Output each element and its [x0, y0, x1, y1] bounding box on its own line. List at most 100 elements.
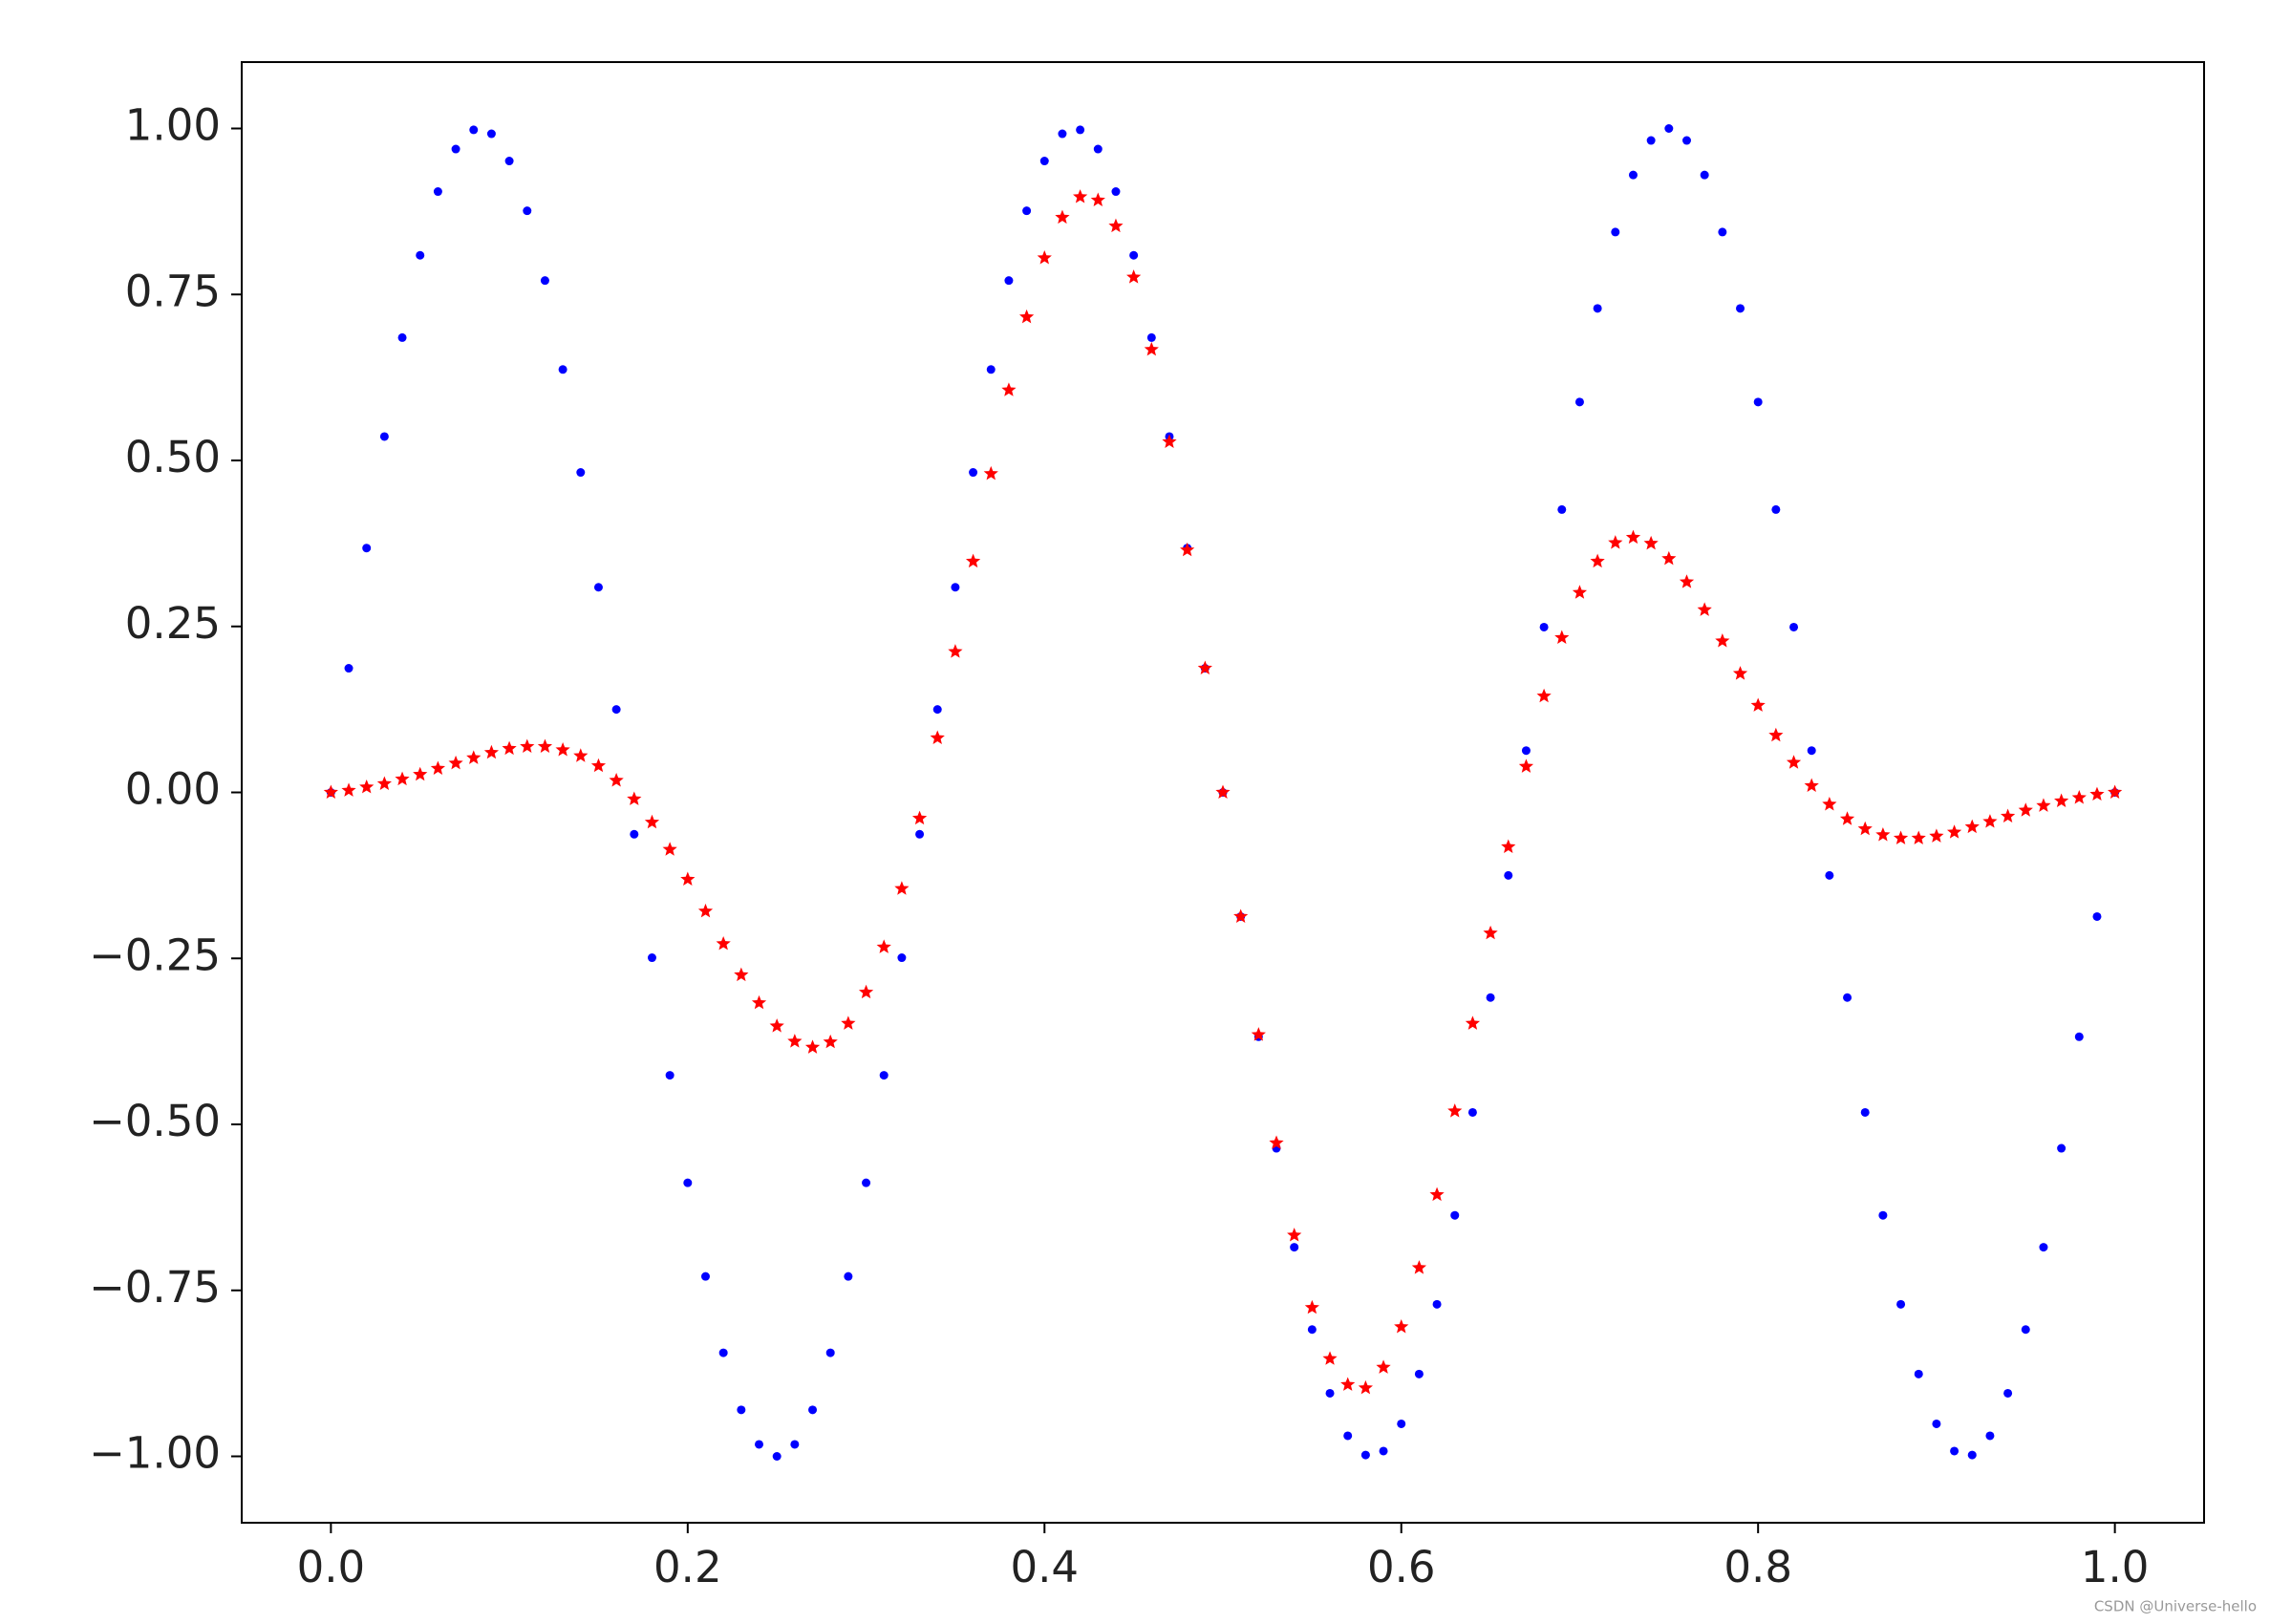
point [1768, 727, 1784, 742]
point [1608, 535, 1623, 549]
point [2071, 790, 2087, 804]
point [2000, 808, 2016, 823]
point [1269, 1135, 1284, 1149]
point [466, 750, 482, 764]
point [1700, 170, 1709, 180]
point [1144, 341, 1159, 356]
point [930, 730, 945, 744]
point [665, 1071, 675, 1080]
point [451, 144, 460, 154]
point [790, 1440, 800, 1449]
point [841, 1015, 856, 1030]
point [1929, 828, 1944, 843]
y-tick-label: 0.75 [125, 266, 221, 316]
point [1504, 870, 1513, 880]
point [1126, 269, 1142, 284]
point [986, 365, 996, 374]
point [1718, 227, 1727, 237]
point [433, 187, 442, 197]
point [680, 871, 696, 887]
point [1108, 218, 1124, 233]
point [932, 705, 942, 715]
point [1664, 124, 1674, 133]
point [1450, 1210, 1460, 1220]
point [1825, 870, 1834, 880]
point [1304, 1299, 1319, 1314]
point [1055, 209, 1070, 224]
point [1022, 206, 1032, 216]
point [772, 1452, 782, 1461]
point [1628, 170, 1638, 180]
point [965, 553, 981, 568]
point [1822, 797, 1837, 811]
point [1076, 125, 1085, 135]
point [787, 1034, 803, 1048]
point [1911, 830, 1926, 844]
point [590, 758, 607, 773]
point [2018, 802, 2033, 817]
point [876, 939, 891, 953]
point [341, 782, 356, 797]
point [2021, 1325, 2030, 1335]
point [1414, 1369, 1424, 1378]
point [1771, 504, 1781, 514]
point [1518, 759, 1534, 773]
point [823, 1034, 838, 1049]
point [1233, 908, 1249, 923]
point [1287, 1228, 1302, 1242]
point [1875, 826, 1891, 842]
point [2057, 1143, 2067, 1153]
point [1807, 746, 1816, 756]
point [769, 1018, 784, 1033]
point [716, 935, 731, 951]
point [1643, 535, 1659, 550]
point [1180, 542, 1195, 557]
point [1789, 622, 1799, 631]
point [1804, 778, 1819, 793]
point [395, 771, 410, 786]
point [948, 644, 963, 658]
point [1554, 630, 1570, 645]
point [1018, 309, 1035, 324]
point [611, 705, 621, 715]
point [1753, 397, 1763, 407]
point [2089, 786, 2105, 801]
point [862, 1178, 871, 1187]
point [647, 953, 656, 963]
point [430, 760, 446, 775]
point [376, 776, 392, 790]
point [683, 1178, 693, 1187]
point [1376, 1359, 1391, 1374]
point [1343, 1431, 1353, 1441]
point [734, 967, 749, 982]
point [1397, 1419, 1406, 1428]
point [1340, 1377, 1356, 1391]
point [700, 1271, 710, 1281]
x-tick-label: 0.0 [297, 1542, 366, 1592]
point [1964, 819, 1980, 834]
point [1732, 666, 1748, 680]
point [911, 810, 928, 825]
point [576, 468, 586, 478]
point [344, 664, 353, 673]
x-tick-label: 0.6 [1367, 1542, 1436, 1592]
point [2074, 1032, 2084, 1041]
point [483, 744, 500, 759]
point [359, 779, 375, 794]
point [2036, 798, 2051, 812]
point [1946, 824, 1962, 839]
point [1215, 784, 1231, 799]
point [983, 465, 998, 481]
point [523, 206, 532, 216]
point [1465, 1015, 1481, 1030]
point [1432, 1299, 1442, 1309]
point [1786, 755, 1802, 769]
point [520, 738, 535, 754]
point [504, 157, 514, 166]
point [1646, 136, 1656, 145]
point [1572, 585, 1588, 599]
point [844, 1271, 853, 1281]
point [1360, 1450, 1370, 1460]
point [1001, 382, 1017, 396]
